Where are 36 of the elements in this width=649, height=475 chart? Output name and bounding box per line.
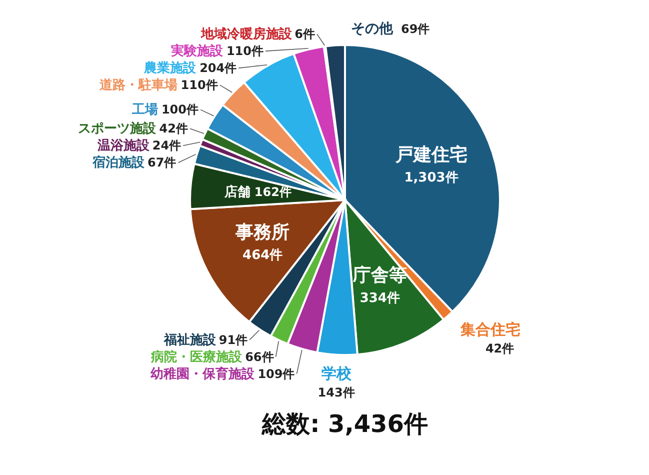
data-label: 6件 bbox=[294, 27, 315, 42]
slice-label: 福祉施設 bbox=[162, 332, 217, 348]
data-label: 162件 bbox=[254, 184, 292, 199]
text: 総数: 3,436件 bbox=[261, 410, 428, 438]
slice-label: 実験施設 bbox=[170, 43, 224, 60]
data-label: 334件 bbox=[360, 291, 400, 306]
slice-label: 農業施設 bbox=[143, 60, 198, 76]
slice-label: 病院・医療施設 bbox=[150, 348, 243, 365]
data-label: 24件 bbox=[152, 138, 182, 153]
data-label: 204件 bbox=[200, 61, 237, 76]
slice-label: 宿泊施設 bbox=[91, 154, 146, 171]
data-label: 42件 bbox=[159, 122, 188, 136]
slice-label: 道路・駐車場 bbox=[98, 77, 178, 94]
slice-label: その他 bbox=[351, 21, 394, 37]
data-label: 143件 bbox=[318, 385, 355, 400]
slice-label: 事務所 bbox=[234, 222, 290, 244]
slice-label: 地域冷暖房施設 bbox=[200, 26, 293, 42]
data-label: 42件 bbox=[485, 342, 514, 356]
data-label: 100件 bbox=[161, 102, 199, 117]
slice-label: スポーツ施設 bbox=[78, 120, 158, 137]
slice-label: 学校 bbox=[321, 364, 352, 382]
slice-label: 工場 bbox=[131, 102, 158, 118]
data-label: 109件 bbox=[258, 366, 295, 381]
slice-label: 戸建住宅 bbox=[394, 144, 468, 166]
data-label: 1,303件 bbox=[404, 170, 458, 186]
slice-label: 集合住宅 bbox=[459, 320, 520, 339]
data-label: 110件 bbox=[226, 44, 264, 58]
data-label: 66件 bbox=[245, 350, 274, 364]
data-label: 69件 bbox=[401, 22, 430, 36]
data-label: 110件 bbox=[180, 78, 218, 92]
slice-label: 幼稚園・保育施設 bbox=[149, 366, 256, 382]
slice-label: 店舗 bbox=[223, 184, 250, 200]
slice-label: 温浴施設 bbox=[96, 138, 150, 154]
data-label: 67件 bbox=[148, 156, 176, 170]
data-label: 464件 bbox=[242, 248, 283, 264]
data-label: 91件 bbox=[218, 332, 248, 347]
